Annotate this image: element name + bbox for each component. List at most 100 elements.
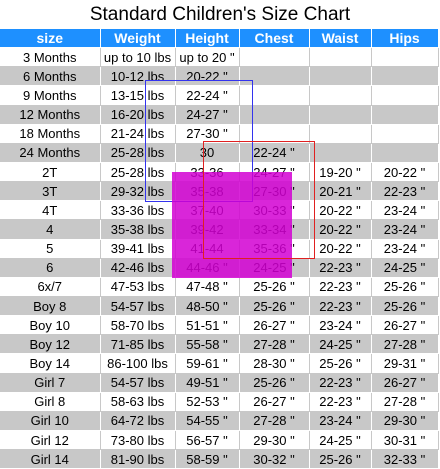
cell-waist [309,47,372,68]
cell-weight: 29-32 lbs [100,181,176,202]
cell-hips: 23-24 " [371,219,439,240]
cell-waist: 19-20 " [309,162,372,183]
header-height: Height [175,29,240,49]
cell-hips: 25-26 " [371,277,439,297]
table-row: 2T 25-28 lbs 33-36 24-27 " 19-20 " 20-22 " [0,162,439,183]
cell-weight: 13-15 lbs [100,85,176,106]
table-row: 3 Months up to 10 lbs up to 20 " [0,47,439,68]
cell-chest: 27-28 " [239,334,310,355]
cell-waist [309,66,372,87]
cell-chest: 30-32 " [239,449,310,469]
cell-size: 9 Months [0,85,101,106]
cell-size: 6 [0,258,101,278]
cell-waist: 24-25 " [309,334,372,355]
cell-waist: 23-24 " [309,315,372,336]
cell-waist: 20-22 " [309,219,372,240]
cell-size: Boy 12 [0,334,101,355]
table-row: Boy 14 86-100 lbs 59-61 " 28-30 " 25-26 " 29-… [0,353,439,374]
cell-hips: 30-31 " [371,430,439,451]
cell-height: 39-42 [175,219,240,240]
table-row: 9 Months 13-15 lbs 22-24 " [0,85,439,106]
cell-chest: 30-33 " [239,200,310,221]
cell-weight: up to 10 lbs [100,47,176,68]
cell-height: 22-24 " [175,85,240,106]
header-hips: Hips [371,29,439,49]
cell-hips [371,47,439,68]
cell-waist: 20-21 " [309,181,372,202]
cell-weight: 21-24 lbs [100,124,176,144]
cell-weight: 39-41 lbs [100,239,176,259]
cell-chest: 26-27 " [239,315,310,336]
table-row: 6x/7 47-53 lbs 47-48 " 25-26 " 22-23 " 25-26 … [0,277,439,297]
cell-weight: 47-53 lbs [100,277,176,297]
cell-height: 24-27 " [175,105,240,125]
cell-size: 18 Months [0,124,101,144]
table-row: Girl 14 81-90 lbs 58-59 " 30-32 " 25-26 " 32-… [0,449,439,469]
cell-waist: 20-22 " [309,200,372,221]
cell-size: Girl 8 [0,392,101,412]
cell-height: 27-30 " [175,124,240,144]
cell-hips [371,124,439,144]
cell-chest [239,105,310,125]
cell-weight: 35-38 lbs [100,219,176,240]
cell-size: Boy 8 [0,296,101,317]
cell-waist: 22-23 " [309,258,372,278]
header-weight: Weight [100,29,176,49]
table-row: Girl 7 54-57 lbs 49-51 " 25-26 " 22-23 " 26-2… [0,373,439,393]
table-row: 4T 33-36 lbs 37-40 30-33 " 20-22 " 23-24 " [0,200,439,221]
cell-size: 3T [0,181,101,202]
cell-weight: 86-100 lbs [100,353,176,374]
cell-chest: 25-26 " [239,373,310,393]
cell-size: 2T [0,162,101,183]
cell-weight: 81-90 lbs [100,449,176,469]
cell-hips: 20-22 " [371,162,439,183]
cell-weight: 10-12 lbs [100,66,176,87]
cell-weight: 54-57 lbs [100,373,176,393]
cell-waist: 22-23 " [309,373,372,393]
cell-size: 3 Months [0,47,101,68]
cell-hips: 24-25 " [371,258,439,278]
cell-height: 52-53 " [175,392,240,412]
cell-chest: 25-26 " [239,296,310,317]
table-row: Boy 8 54-57 lbs 48-50 " 25-26 " 22-23 " 25-26… [0,296,439,317]
cell-hips [371,85,439,106]
cell-size: Girl 10 [0,411,101,431]
cell-waist: 25-26 " [309,353,372,374]
cell-height: 30 [175,143,240,163]
table-row: 6 42-46 lbs 44-46 " 24-25 " 22-23 " 24-25 " [0,258,439,278]
cell-weight: 25-28 lbs [100,162,176,183]
cell-chest: 28-30 " [239,353,310,374]
cell-height: 35-38 [175,181,240,202]
cell-waist: 25-26 " [309,449,372,469]
cell-hips: 22-23 " [371,181,439,202]
cell-height: 56-57 " [175,430,240,451]
cell-height: 41-44 [175,239,240,259]
cell-height: up to 20 " [175,47,240,68]
cell-chest: 33-34 " [239,219,310,240]
cell-weight: 25-28 lbs [100,143,176,163]
cell-hips: 26-27 " [371,373,439,393]
cell-hips: 29-30 " [371,411,439,431]
cell-height: 54-55 " [175,411,240,431]
cell-chest: 26-27 " [239,392,310,412]
cell-hips: 23-24 " [371,200,439,221]
cell-chest: 22-24 " [239,143,310,163]
header-row: size Weight Height Chest Waist Hips [0,29,439,49]
cell-weight: 16-20 lbs [100,105,176,125]
cell-size: Boy 10 [0,315,101,336]
table-row: Girl 8 58-63 lbs 52-53 " 26-27 " 22-23 " 27-2… [0,392,439,412]
header-waist: Waist [309,29,372,49]
cell-size: 12 Months [0,105,101,125]
cell-chest [239,124,310,144]
chart-title: Standard Children's Size Chart [89,4,351,25]
table-row: 3T 29-32 lbs 35-38 27-30 " 20-21 " 22-23 " [0,181,439,202]
cell-height: 44-46 " [175,258,240,278]
cell-waist [309,124,372,144]
table-row: 12 Months 16-20 lbs 24-27 " [0,105,439,125]
cell-height: 47-48 " [175,277,240,297]
cell-height: 59-61 " [175,353,240,374]
cell-size: Boy 14 [0,353,101,374]
cell-size: 24 Months [0,143,101,163]
table-row: 18 Months 21-24 lbs 27-30 " [0,124,439,144]
cell-height: 49-51 " [175,373,240,393]
